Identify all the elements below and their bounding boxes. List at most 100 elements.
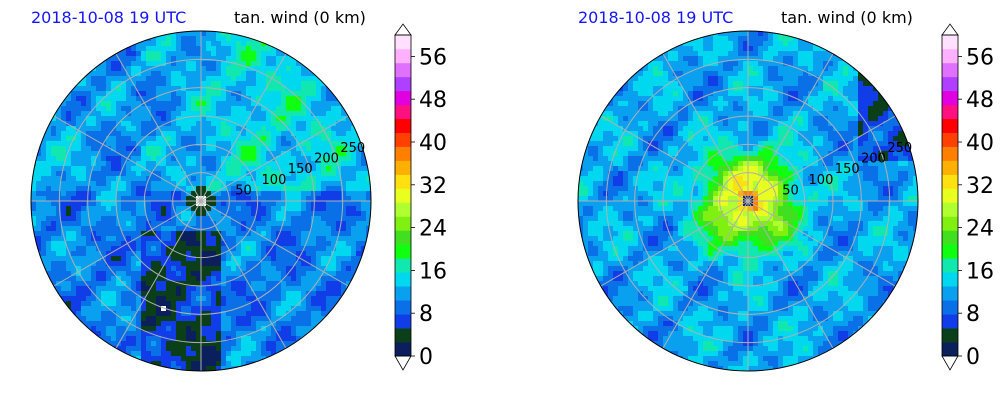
colorbar-segment	[395, 216, 411, 231]
colorbar-segment	[942, 328, 958, 343]
left-panel: 2018-10-08 19 UTC tan. wind (0 km) 50 100…	[0, 0, 500, 401]
colorbar-segment	[942, 118, 958, 133]
azimuth-spoke	[53, 200, 202, 287]
colorbar-segment	[942, 286, 958, 301]
colorbar-extend-max	[394, 23, 412, 36]
colorbar-segment	[395, 188, 411, 203]
azimuth-spoke	[200, 200, 349, 287]
radial-tick-label: 250	[887, 141, 912, 156]
colorbar-segment	[942, 146, 958, 161]
azimuth-spoke	[200, 53, 287, 202]
radial-tick-label: 250	[340, 141, 365, 156]
wind-field	[31, 31, 371, 371]
colorbar-segment	[942, 35, 958, 50]
right-panel: 2018-10-08 19 UTC tan. wind (0 km) 50 100…	[547, 0, 1007, 401]
colorbar-tick-label: 16	[966, 259, 994, 284]
colorbar-tick-label: 0	[419, 345, 433, 370]
colorbar-tick-label: 8	[966, 302, 980, 327]
radial-tick-label: 50	[235, 183, 252, 198]
colorbar-tick-label: 32	[966, 174, 994, 199]
colorbar-frame	[394, 34, 412, 357]
colorbar-segment	[395, 202, 411, 217]
colorbar-segment	[942, 216, 958, 231]
colorbar-segment	[942, 244, 958, 259]
colorbar-segment	[395, 286, 411, 301]
colorbar-segment	[395, 118, 411, 133]
colorbar-segment	[942, 132, 958, 147]
polar-grid	[578, 31, 918, 371]
colorbar-segment	[395, 76, 411, 92]
plot-boundary	[577, 30, 919, 372]
radial-tick-label: 150	[835, 162, 860, 177]
colorbar-segment	[395, 48, 411, 64]
panel-date-label: 2018-10-08 19 UTC	[31, 8, 187, 27]
radial-tick-label: 100	[809, 173, 834, 188]
colorbar-tick-label: 24	[419, 217, 447, 242]
colorbar-segment	[942, 272, 958, 287]
colorbar-tick-label: 32	[419, 174, 447, 199]
colorbar-tick-label: 40	[419, 131, 447, 156]
panel-date-label: 2018-10-08 19 UTC	[578, 8, 734, 27]
colorbar: 0 8 16 24 32 40 48 56	[941, 23, 994, 371]
colorbar-segment	[942, 76, 958, 92]
colorbar-segment	[395, 174, 411, 189]
colorbar-segment	[395, 35, 411, 50]
azimuth-spoke	[600, 200, 749, 287]
radial-tick-label: 200	[861, 152, 886, 167]
plot-boundary	[30, 30, 372, 372]
colorbar-segment	[395, 244, 411, 259]
azimuth-spoke	[53, 115, 202, 202]
azimuth-spoke	[747, 200, 896, 287]
azimuth-spoke	[115, 200, 202, 349]
colorbar-segment	[395, 90, 411, 106]
colorbar-segment	[395, 328, 411, 343]
colorbar-segment	[395, 146, 411, 161]
colorbar-segment	[942, 62, 958, 78]
colorbar: 0 8 16 24 32 40 48 56	[394, 23, 447, 371]
panel-variable-label: tan. wind (0 km)	[781, 8, 913, 27]
colorbar-segment	[942, 342, 958, 357]
colorbar-extend-min	[394, 355, 412, 371]
azimuth-spoke	[747, 200, 834, 349]
colorbar-segment	[942, 104, 958, 120]
azimuth-spoke	[662, 53, 749, 202]
colorbar-extend-min	[941, 355, 959, 371]
colorbar-segment	[395, 258, 411, 273]
polar-grid	[31, 31, 371, 371]
radial-tick-label: 100	[262, 173, 287, 188]
colorbar-segment	[395, 104, 411, 120]
azimuth-spoke	[662, 200, 749, 349]
radial-tick-label: 200	[314, 152, 339, 167]
colorbar-segment	[395, 230, 411, 245]
colorbar-segment	[942, 202, 958, 217]
colorbar-tick-label: 48	[966, 88, 994, 113]
colorbar-segment	[395, 300, 411, 315]
colorbar-segment	[395, 272, 411, 287]
colorbar-segment	[942, 258, 958, 273]
colorbar-tick-label: 56	[419, 45, 447, 70]
colorbar-segment	[395, 132, 411, 147]
colorbar-tick-label: 56	[966, 45, 994, 70]
azimuth-spoke	[200, 115, 349, 202]
wind-field	[578, 31, 918, 371]
colorbar-tick-label: 16	[419, 259, 447, 284]
colorbar-segment	[942, 300, 958, 315]
panel-variable-label: tan. wind (0 km)	[234, 8, 366, 27]
colorbar-segment	[942, 160, 958, 175]
radial-tick-label: 50	[782, 183, 799, 198]
colorbar-tick-label: 40	[966, 131, 994, 156]
colorbar-tick-label: 24	[966, 217, 994, 242]
colorbar-segment	[395, 160, 411, 175]
azimuth-spoke	[115, 53, 202, 202]
azimuth-spoke	[747, 115, 896, 202]
colorbar-tick-label: 0	[966, 345, 980, 370]
colorbar-segment	[942, 188, 958, 203]
azimuth-spoke	[200, 200, 287, 349]
azimuth-spoke	[747, 53, 834, 202]
colorbar-segment	[942, 174, 958, 189]
colorbar-segment	[395, 342, 411, 357]
colorbar-tick-label: 48	[419, 88, 447, 113]
radial-tick-label: 150	[288, 162, 313, 177]
colorbar-segment	[395, 314, 411, 329]
